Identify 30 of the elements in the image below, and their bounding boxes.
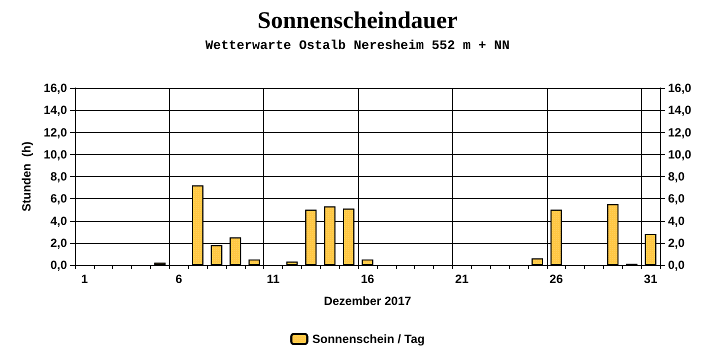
x-axis-title: Dezember 2017: [324, 294, 412, 308]
y-tick-label: 10,0: [44, 147, 68, 162]
y-tick-label: 12,0: [44, 125, 68, 140]
x-tick-label: 21: [455, 272, 469, 286]
chart-title: Sonnenscheindauer: [257, 8, 458, 34]
y2-tick-label: 2,0: [668, 236, 686, 250]
y-tick-label: 2,0: [50, 236, 68, 250]
x-tick-label: 11: [266, 272, 280, 286]
y2-tick-label: 0,0: [668, 258, 686, 272]
y2-tick-label: 8,0: [668, 170, 686, 184]
x-tick-label: 31: [644, 272, 658, 286]
x-tick-label: 1: [81, 272, 88, 286]
y2-tick-label: 4,0: [668, 214, 686, 228]
x-tick-label: 6: [175, 272, 182, 286]
y2-tick-label: 6,0: [668, 192, 686, 206]
y2-tick-label: 10,0: [668, 147, 692, 162]
y2-tick-label: 14,0: [668, 103, 692, 118]
y-tick-label: 8,0: [50, 170, 68, 184]
y2-tick-label: 16,0: [668, 81, 692, 95]
y-tick-label: 16,0: [44, 81, 68, 95]
chart-subtitle: Wetterwarte Ostalb Neresheim 552 m + NN: [205, 38, 510, 53]
y-tick-label: 14,0: [44, 103, 68, 118]
legend-label: Sonnenschein / Tag: [312, 332, 425, 346]
x-tick-label: 16: [360, 272, 374, 286]
y-tick-label: 0,0: [50, 258, 68, 272]
y-tick-label: 4,0: [50, 214, 68, 228]
y-tick-label: 6,0: [50, 192, 68, 206]
y2-tick-label: 12,0: [668, 125, 692, 140]
y-axis-title: Stunden (h): [20, 142, 34, 212]
x-tick-label: 26: [550, 272, 564, 286]
